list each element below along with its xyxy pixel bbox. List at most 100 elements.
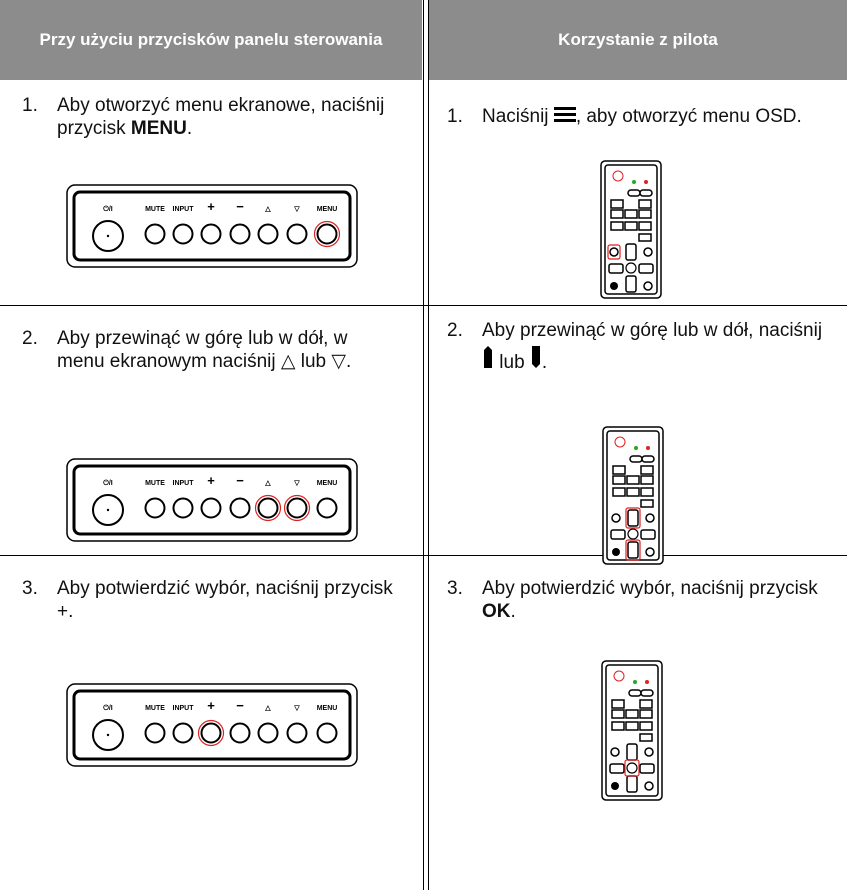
key: [640, 689, 654, 697]
text: Aby przewinąć w górę lub w dół, naciśnij: [482, 320, 823, 341]
button: [144, 223, 166, 245]
highlight: [283, 494, 311, 522]
key: [629, 455, 643, 463]
key-down: [627, 541, 639, 559]
panel-frame: [66, 458, 358, 542]
key: [639, 699, 653, 709]
key: [625, 709, 639, 719]
text: .: [541, 352, 548, 373]
key-left: [609, 763, 625, 774]
step-number: 1.: [22, 95, 38, 116]
key: [612, 548, 620, 556]
key: [610, 199, 624, 209]
button: [316, 223, 338, 245]
key: [643, 281, 653, 291]
key-ok: [627, 528, 639, 540]
step-text: Naciśnij , aby otworzyć menu OSD.: [447, 105, 832, 128]
button: [172, 223, 194, 245]
key: [638, 233, 652, 242]
key-right: [639, 763, 655, 774]
highlight: [254, 494, 282, 522]
down-icon: [531, 346, 540, 368]
button-label: +: [207, 199, 215, 214]
key-left: [610, 529, 626, 540]
key: [611, 721, 625, 731]
text: Naciśnij: [482, 106, 549, 127]
key: [612, 487, 626, 497]
power: [613, 670, 625, 682]
text: , aby otworzyć menu OSD.: [575, 106, 802, 127]
key: [628, 689, 642, 697]
button-label: ▽: [293, 206, 300, 213]
button-label: MUTE: [145, 206, 165, 213]
header-right: Korzystanie z pilota: [429, 0, 847, 80]
step: 2. Aby przewinąć w górę lub w dół, naciś…: [447, 316, 832, 378]
button: [286, 722, 308, 744]
button-label: ▽: [293, 705, 300, 712]
power: [614, 436, 626, 448]
key-right: [638, 263, 654, 274]
led: [633, 680, 637, 684]
button-label: −: [236, 199, 244, 214]
key: [639, 709, 653, 719]
step: 2. Aby przewinąć w górę lub w dół, w men…: [22, 327, 382, 373]
key: [612, 475, 626, 485]
led: [645, 680, 649, 684]
key: [645, 547, 655, 557]
key: [610, 209, 624, 219]
button: [172, 722, 194, 744]
button: [257, 223, 279, 245]
button-dot: [106, 733, 110, 737]
key-ok: [625, 262, 637, 274]
button: [229, 722, 251, 744]
button: [144, 722, 166, 744]
key: [610, 282, 618, 290]
button-label: △: [264, 206, 271, 213]
button-label: MUTE: [145, 480, 165, 487]
key: [611, 699, 625, 709]
button: [316, 497, 338, 519]
step-number: 3.: [447, 578, 463, 599]
panel-frame: [66, 184, 358, 268]
text: lub: [499, 352, 525, 373]
remote-inner: [604, 164, 658, 295]
button-label: INPUT: [173, 206, 195, 213]
button-label: ⏻/I: [103, 704, 112, 712]
button-dot: [106, 234, 110, 238]
button-label: −: [236, 698, 244, 713]
step: 3. Aby potwierdzić wybór, naciśnij przyc…: [447, 577, 832, 623]
button-label: +: [207, 698, 215, 713]
power: [612, 170, 624, 182]
text: Aby potwierdzić wybór, naciśnij przycisk: [482, 578, 818, 599]
button: [144, 497, 166, 519]
button-label: INPUT: [173, 480, 195, 487]
key: [640, 475, 654, 485]
text: Aby otworzyć menu ekranowe, naciśnij prz…: [57, 95, 385, 139]
panel-frame: [66, 683, 358, 767]
button-label: −: [236, 473, 244, 488]
key: [644, 747, 654, 757]
button-label: ⏻/I: [103, 479, 112, 487]
step-text: Aby otworzyć menu ekranowe, naciśnij prz…: [22, 94, 402, 140]
step: 1. Naciśnij , aby otworzyć menu OSD.: [447, 105, 832, 128]
remote: [602, 426, 664, 565]
bold: MENU: [130, 118, 187, 139]
control-panel: ⏻/I MUTE INPUT + − △ ▽ MENU: [66, 458, 358, 542]
key: [638, 209, 652, 219]
key-left: [608, 263, 624, 274]
key: [639, 721, 653, 731]
key: [609, 247, 619, 257]
highlight: [625, 539, 641, 561]
button: [316, 722, 338, 744]
button: [257, 722, 279, 744]
button-label: MENU: [317, 705, 338, 712]
key: [641, 455, 655, 463]
button: [229, 497, 251, 519]
button: [200, 223, 222, 245]
button-label: ⏻/I: [103, 205, 112, 213]
row-line: [0, 305, 847, 306]
key: [610, 747, 620, 757]
divider: [428, 0, 429, 890]
key: [626, 475, 640, 485]
